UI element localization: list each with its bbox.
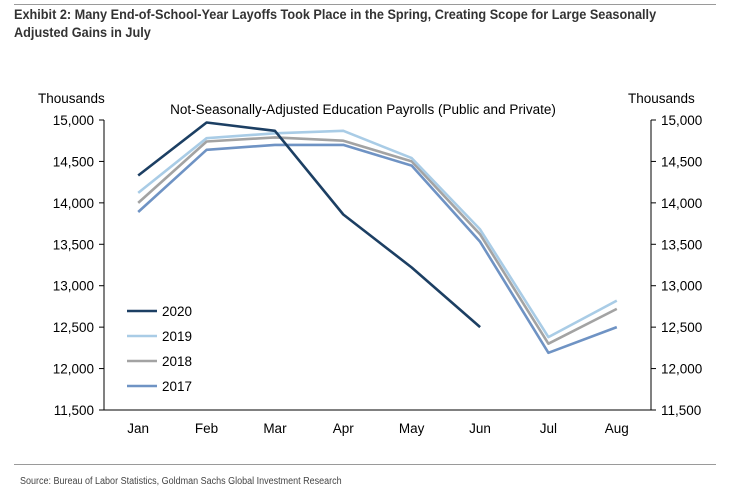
y-tick-label-left: 11,500 [54,403,94,418]
y-tick-label-left: 13,000 [53,279,94,294]
line-chart: Not-Seasonally-Adjusted Education Payrol… [38,91,702,436]
y-tick-label-right: 13,000 [661,279,702,294]
y-tick-label-right: 12,000 [661,362,702,377]
y-axis-label-right: Thousands [628,91,695,106]
legend-label-2020: 2020 [162,304,192,319]
bottom-rule [14,464,716,465]
x-tick-label: Jan [127,421,149,436]
y-tick-label-right: 14,500 [661,154,702,169]
legend-label-2019: 2019 [162,329,192,344]
x-tick-label: May [399,421,425,436]
series-line-2020 [137,121,481,329]
y-tick-label-right: 12,500 [661,320,702,335]
x-tick-label: Jun [469,421,491,436]
y-tick-label-left: 14,000 [53,196,94,211]
exhibit-title: Exhibit 2: Many End-of-School-Year Layof… [14,7,657,40]
series-line-2017 [137,143,618,355]
y-tick-label-left: 12,000 [53,362,94,377]
series-line-2019 [137,129,618,339]
y-axis-label-left: Thousands [38,91,105,106]
x-tick-label: Mar [263,421,287,436]
x-tick-label: Apr [333,421,355,436]
top-rule [14,4,716,5]
y-tick-label-left: 13,500 [53,237,94,252]
x-tick-label: Jul [540,421,557,436]
y-tick-label-left: 14,500 [53,154,94,169]
y-tick-label-right: 11,500 [661,403,701,418]
y-tick-label-left: 15,000 [53,113,94,128]
series-line-2018 [137,136,618,346]
x-tick-label: Feb [195,421,218,436]
y-tick-label-right: 15,000 [661,113,702,128]
y-tick-label-left: 12,500 [53,320,94,335]
legend-label-2017: 2017 [162,379,192,394]
chart-title: Not-Seasonally-Adjusted Education Payrol… [170,102,556,117]
x-tick-label: Aug [605,421,629,436]
source-note: Source: Bureau of Labor Statistics, Gold… [20,476,342,487]
legend-label-2018: 2018 [162,354,192,369]
y-tick-label-right: 14,000 [661,196,702,211]
y-tick-label-right: 13,500 [661,237,702,252]
